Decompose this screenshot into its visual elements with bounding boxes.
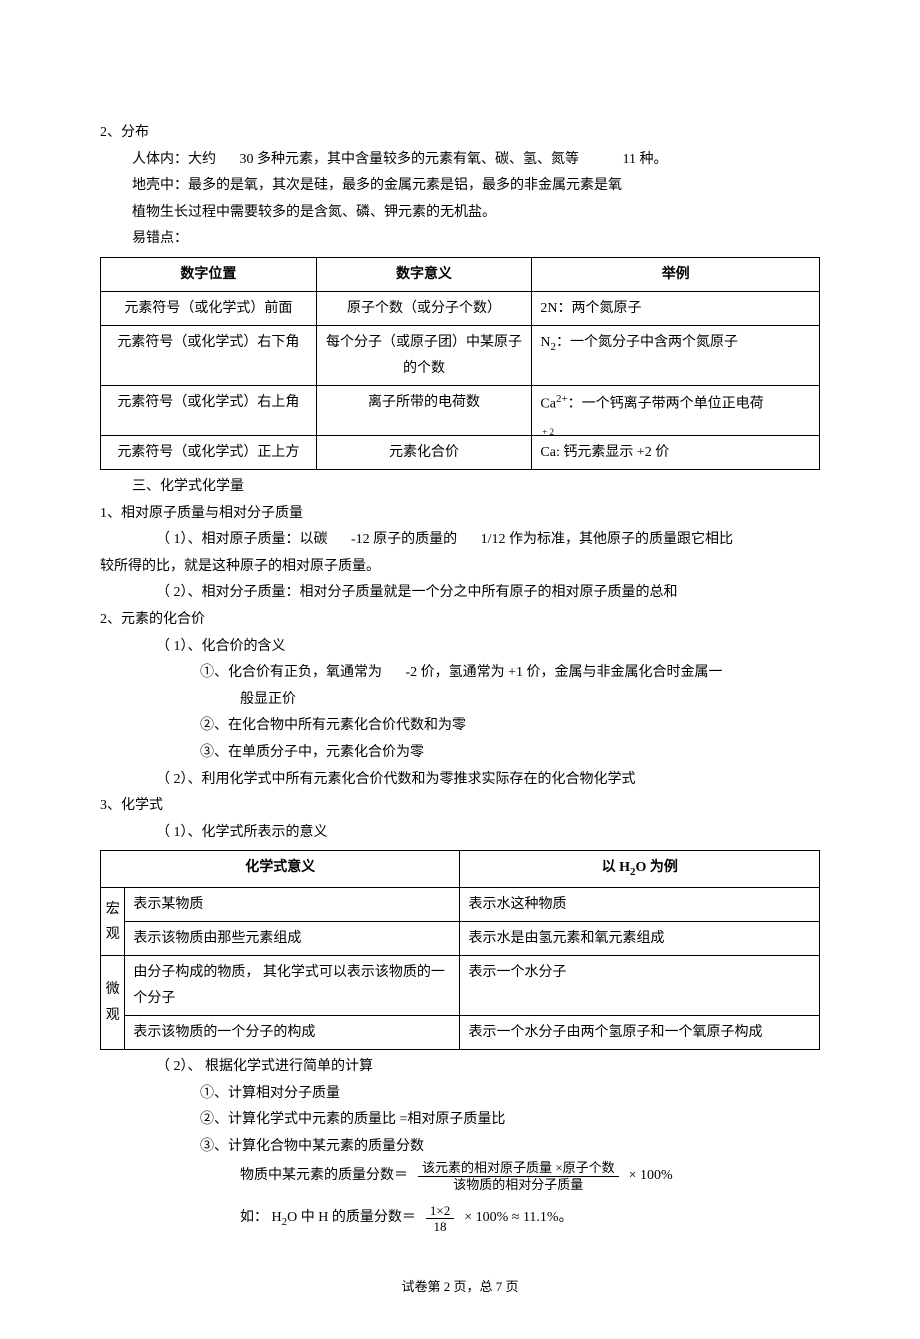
cell: 表示水这种物质: [460, 888, 820, 922]
text: -12 原子的质量的: [351, 532, 457, 547]
numerator: 1×2: [426, 1203, 454, 1220]
table-row: 元素符号（或化学式）正上方 元素化合价 + 2 Ca : 钙元素显示 +2 价: [101, 435, 820, 469]
body-line: 易错点：: [100, 226, 820, 253]
fraction: 1×2 18: [426, 1203, 454, 1235]
col-header: 数字位置: [101, 257, 317, 291]
oxidation-symbol: + 2 Ca: [540, 440, 556, 465]
text: -2 价，氢通常为 +1 价，金属与非金属化合时金属一: [406, 665, 723, 680]
text: ：一个钙离子带两个单位正电荷: [568, 396, 764, 411]
table-row: 元素符号（或化学式）右下角 每个分子（或原子团）中某原子的个数 N2：一个氮分子…: [101, 326, 820, 385]
formula-label: 如： H2O 中 H 的质量分数＝: [240, 1205, 416, 1233]
superscript: 2+: [556, 393, 568, 405]
table-row: 微观 由分子构成的物质， 其化学式可以表示该物质的一个分子 表示一个水分子: [101, 956, 820, 1015]
table-row: 表示该物质由那些元素组成 表示水是由氢元素和氧元素组成: [101, 922, 820, 956]
col-header: 化学式意义: [101, 851, 460, 888]
col-header: 举例: [532, 257, 820, 291]
body-line: ①、化合价有正负，氧通常为 -2 价，氢通常为 +1 价，金属与非金属化合时金属…: [100, 660, 820, 687]
numerator: 该元素的相对原子质量 ×原子个数: [418, 1160, 619, 1177]
table-row: 宏观 表示某物质 表示水这种物质: [101, 888, 820, 922]
text: : 钙元素显示 +2 价: [556, 445, 669, 460]
body-line: （ 2）、 根据化学式进行简单的计算: [100, 1054, 820, 1081]
body-line: ②、计算化学式中元素的质量比 =相对原子质量比: [100, 1107, 820, 1134]
col-header: 以 H2O 为例: [460, 851, 820, 888]
subsection-heading: 1、相对原子质量与相对分子质量: [100, 501, 820, 528]
cell: 表示该物质的一个分子的构成: [125, 1015, 460, 1049]
cell: 表示一个水分子由两个氢原子和一个氧原子构成: [460, 1015, 820, 1049]
row-group-label: 宏观: [101, 888, 125, 956]
body-line: ①、计算相对分子质量: [100, 1081, 820, 1108]
section-2-heading: 2、分布: [100, 120, 820, 147]
text: 30 多种元素，其中含量较多的元素有氧、碳、氢、氮等: [240, 152, 580, 167]
page: 2、分布 人体内：大约 30 多种元素，其中含量较多的元素有氧、碳、氢、氮等 1…: [0, 0, 920, 1339]
formula-label: 物质中某元素的质量分数＝: [240, 1163, 408, 1190]
formula-tail: × 100% ≈ 11.1%。: [464, 1205, 572, 1232]
text: ①、化合价有正负，氧通常为: [200, 665, 382, 680]
body-line: （ 1）、化合价的含义: [100, 634, 820, 661]
body-line: 较所得的比，就是这种原子的相对原子质量。: [100, 554, 820, 581]
text: 以 H: [602, 860, 630, 875]
table-row: 表示该物质的一个分子的构成 表示一个水分子由两个氢原子和一个氧原子构成: [101, 1015, 820, 1049]
cell: Ca2+：一个钙离子带两个单位正电荷: [532, 385, 820, 435]
col-header: 数字意义: [316, 257, 532, 291]
text: O 中 H 的质量分数＝: [287, 1210, 416, 1225]
formula-tail: × 100%: [629, 1163, 673, 1190]
cell: 表示该物质由那些元素组成: [125, 922, 460, 956]
cell: + 2 Ca : 钙元素显示 +2 价: [532, 435, 820, 469]
body-line: ②、在化合物中所有元素化合价代数和为零: [100, 713, 820, 740]
text: ：一个氮分子中含两个氮原子: [556, 335, 738, 350]
cell: 表示一个水分子: [460, 956, 820, 1015]
cell: 原子个数（或分子个数）: [316, 292, 532, 326]
table-header-row: 数字位置 数字意义 举例: [101, 257, 820, 291]
body-line: 地壳中：最多的是氧，其次是硅，最多的金属元素是铝，最多的非金属元素是氧: [100, 173, 820, 200]
cell: 元素符号（或化学式）前面: [101, 292, 317, 326]
text: 如： H: [240, 1210, 282, 1225]
table-row: 元素符号（或化学式）右上角 离子所带的电荷数 Ca2+：一个钙离子带两个单位正电…: [101, 385, 820, 435]
text: 1/12 作为标准，其他原子的质量跟它相比: [481, 532, 733, 547]
formula-mass-fraction: 物质中某元素的质量分数＝ 该元素的相对原子质量 ×原子个数 该物质的相对分子质量…: [100, 1160, 820, 1192]
row-group-label: 微观: [101, 956, 125, 1050]
cell: 元素符号（或化学式）正上方: [101, 435, 317, 469]
body-line: （ 2）、利用化学式中所有元素化合价代数和为零推求实际存在的化合物化学式: [100, 767, 820, 794]
fraction: 该元素的相对原子质量 ×原子个数 该物质的相对分子质量: [418, 1160, 619, 1192]
page-footer: 试卷第 2 页，总 7 页: [100, 1275, 820, 1300]
body-line: ③、在单质分子中，元素化合价为零: [100, 740, 820, 767]
formula-example: 如： H2O 中 H 的质量分数＝ 1×2 18 × 100% ≈ 11.1%。: [100, 1203, 820, 1235]
body-line: （ 2）、相对分子质量：相对分子质量就是一个分之中所有原子的相对原子质量的总和: [100, 580, 820, 607]
text: （ 1）、相对原子质量：以碳: [156, 532, 328, 547]
denominator: 该物质的相对分子质量: [418, 1177, 619, 1193]
body-line: （ 1）、化学式所表示的意义: [100, 820, 820, 847]
cell: 表示某物质: [125, 888, 460, 922]
text: N: [540, 335, 550, 350]
cell: N2：一个氮分子中含两个氮原子: [532, 326, 820, 385]
table-header-row: 化学式意义 以 H2O 为例: [101, 851, 820, 888]
section-3-title: 三、化学式化学量: [100, 474, 820, 501]
cell: 离子所带的电荷数: [316, 385, 532, 435]
oxidation-number: + 2: [540, 428, 556, 437]
cell: 元素化合价: [316, 435, 532, 469]
body-line: （ 1）、相对原子质量：以碳 -12 原子的质量的 1/12 作为标准，其他原子…: [100, 527, 820, 554]
subsection-heading: 2、元素的化合价: [100, 607, 820, 634]
cell: 2N：两个氮原子: [532, 292, 820, 326]
body-line: 人体内：大约 30 多种元素，其中含量较多的元素有氧、碳、氢、氮等 11 种。: [100, 147, 820, 174]
element-symbol: Ca: [540, 445, 556, 460]
denominator: 18: [426, 1219, 454, 1235]
text: Ca: [540, 396, 556, 411]
body-line: 般显正价: [100, 687, 820, 714]
table-formula-meaning: 化学式意义 以 H2O 为例 宏观 表示某物质 表示水这种物质 表示该物质由那些…: [100, 850, 820, 1050]
cell: 元素符号（或化学式）右下角: [101, 326, 317, 385]
subsection-heading: 3、化学式: [100, 793, 820, 820]
text: O 为例: [635, 860, 677, 875]
cell: 表示水是由氢元素和氧元素组成: [460, 922, 820, 956]
cell: 每个分子（或原子团）中某原子的个数: [316, 326, 532, 385]
table-row: 元素符号（或化学式）前面 原子个数（或分子个数） 2N：两个氮原子: [101, 292, 820, 326]
cell: 由分子构成的物质， 其化学式可以表示该物质的一个分子: [125, 956, 460, 1015]
body-line: 植物生长过程中需要较多的是含氮、磷、钾元素的无机盐。: [100, 200, 820, 227]
text: 人体内：大约: [132, 152, 216, 167]
body-line: ③、计算化合物中某元素的质量分数: [100, 1134, 820, 1161]
table-number-positions: 数字位置 数字意义 举例 元素符号（或化学式）前面 原子个数（或分子个数） 2N…: [100, 257, 820, 470]
cell: 元素符号（或化学式）右上角: [101, 385, 317, 435]
text: 11 种。: [623, 152, 668, 167]
